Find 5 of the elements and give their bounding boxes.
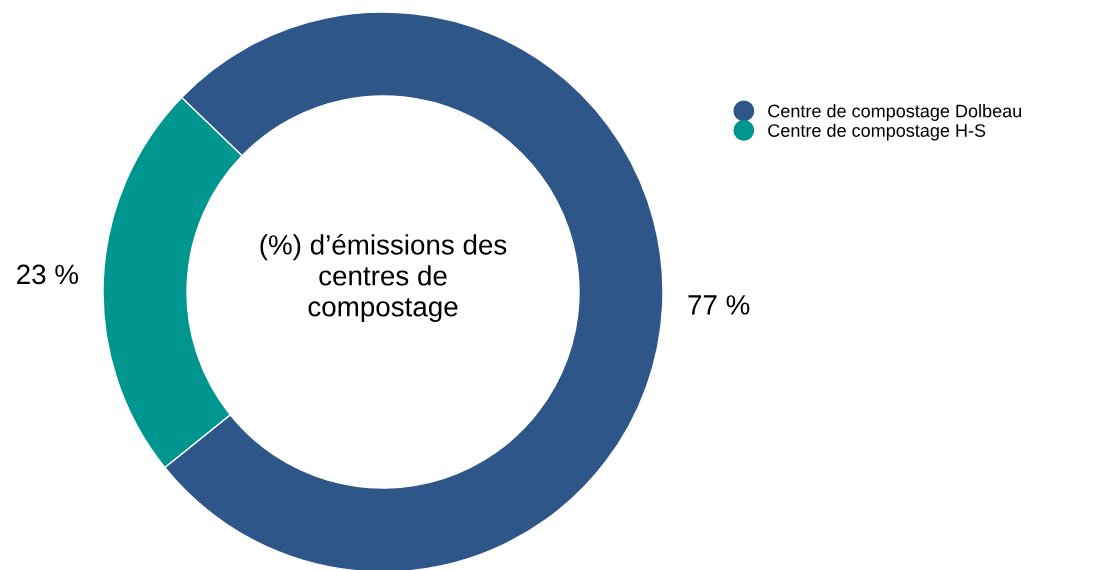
- data-label: 77 %: [688, 295, 750, 315]
- text: (%) d’émissions des centres de compostage: [260, 233, 507, 323]
- data-label: 23 %: [17, 264, 79, 285]
- legend-label: Centre de compostage H-S: [768, 123, 986, 141]
- legend-label: Centre de compostage Dolbeau: [768, 104, 1022, 121]
